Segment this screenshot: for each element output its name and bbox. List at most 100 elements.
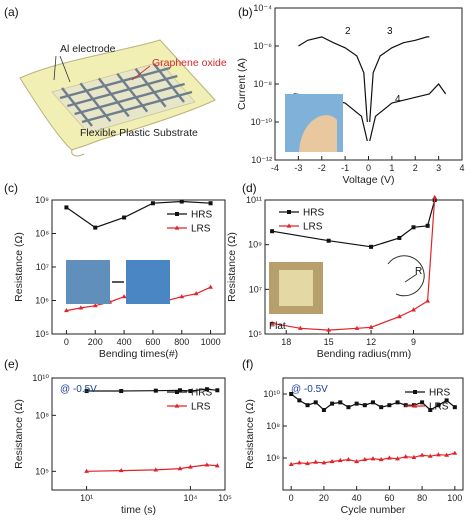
panel-label-a: (a)	[4, 5, 19, 19]
legend-label: LRS	[191, 402, 211, 413]
y-tick-label: 10¹¹	[246, 195, 262, 205]
x-tick-label: -3	[294, 163, 302, 173]
data-point	[326, 238, 331, 243]
data-point	[188, 464, 193, 469]
data-point	[395, 400, 400, 405]
data-point	[369, 244, 374, 249]
legend-marker	[175, 212, 179, 216]
x-tick-label: 100	[447, 493, 462, 503]
y-axis-label: Current (A)	[236, 58, 248, 110]
data-point	[305, 403, 310, 408]
data-point	[444, 452, 450, 457]
voltage-annotation: @ -0.5V	[60, 384, 97, 395]
chart-f: (f) 0 20 40 60 80 100 10⁶ 10⁸ 10¹⁰ Cycle number Res…	[242, 357, 464, 516]
y-tick-label: 10¹⁰	[32, 373, 49, 383]
plot-frame	[282, 377, 464, 491]
data-point	[269, 320, 275, 325]
x-axis-label: Cycle number	[341, 504, 406, 516]
data-point	[386, 455, 392, 460]
data-point	[330, 401, 335, 406]
x-tick-label: 40	[352, 493, 362, 503]
data-point	[177, 388, 182, 393]
y-axis-label: Resistance (Ω)	[13, 232, 25, 302]
data-point	[297, 398, 302, 403]
x-tick-label: -2	[318, 163, 326, 173]
legend-marker	[413, 390, 417, 394]
data-point	[411, 403, 416, 408]
data-point	[427, 453, 433, 458]
legend-marker	[287, 210, 291, 214]
data-point	[346, 456, 351, 462]
data-point	[395, 456, 400, 461]
series-line	[298, 36, 368, 123]
series-line	[369, 36, 430, 123]
data-point	[118, 467, 124, 473]
x-tick-label: 1000	[201, 337, 221, 347]
data-point	[436, 452, 441, 457]
x-tick-label: 10⁵	[218, 493, 232, 503]
data-point	[150, 201, 155, 206]
y-tick-label: 10⁸	[35, 229, 49, 239]
panel-label-c: (c)	[4, 181, 18, 195]
electrode-line	[59, 66, 171, 100]
y-tick-label: 10¹⁰	[263, 389, 280, 399]
series-line	[66, 200, 211, 229]
x-tick-label: 400	[117, 337, 132, 347]
data-point	[354, 325, 360, 330]
oxide-label: Graphene oxide	[152, 57, 227, 69]
legend-label: LRS	[191, 224, 211, 235]
data-point	[64, 307, 69, 313]
data-point	[387, 403, 392, 408]
x-tick-label: 18	[281, 337, 291, 347]
y-tick-label: 10⁷	[36, 262, 49, 272]
x-axis-label: Voltage (V)	[343, 174, 395, 186]
data-point	[371, 400, 375, 405]
data-point	[378, 456, 384, 462]
oxide-pointer	[131, 65, 151, 81]
legend-label: LRS	[429, 402, 449, 413]
y-tick-label: 10⁵	[248, 329, 262, 339]
radius-arc	[387, 255, 425, 297]
data-point	[444, 398, 449, 403]
legend-marker	[412, 403, 418, 408]
data-point	[296, 460, 302, 465]
y-tick-label: 10⁻⁸	[253, 79, 272, 89]
chart-panels: (b)-4 -3 -2 -1 0 1 2 3 410⁻¹²10⁻¹⁰10⁻⁸10⁻⁶10⁻⁴Vo…	[4, 3, 465, 516]
x-axis-label: Bending times(#)	[99, 348, 178, 360]
y-tick-label: 10⁸	[266, 421, 280, 431]
x-tick-label: 2	[413, 163, 418, 173]
x-tick-label: -1	[341, 163, 349, 173]
y-tick-label: 10⁸	[35, 410, 49, 420]
data-point	[403, 454, 409, 459]
panel-label-f: (f)	[242, 357, 253, 371]
electrode-line	[67, 74, 178, 108]
data-point	[397, 235, 402, 240]
data-point	[297, 325, 303, 330]
inset-photo-left	[66, 260, 110, 304]
data-point	[411, 225, 416, 230]
legend-marker	[174, 403, 180, 408]
data-point	[346, 405, 351, 410]
electrode-pointer-1	[53, 55, 57, 81]
legend-label: LRS	[303, 222, 323, 233]
x-tick-label: 15	[324, 337, 334, 347]
data-point	[122, 215, 127, 220]
data-point	[153, 388, 158, 393]
data-point	[379, 405, 384, 410]
y-tick-label: 10⁹	[35, 195, 49, 205]
x-tick-label: 12	[366, 337, 376, 347]
data-point	[313, 400, 318, 405]
x-tick-label: 80	[417, 493, 427, 503]
data-point	[179, 294, 185, 299]
data-point	[411, 307, 416, 312]
series-line	[86, 464, 218, 472]
y-tick-label: 10⁶	[266, 453, 280, 463]
legend-marker	[174, 225, 180, 230]
plot-frame	[264, 199, 464, 335]
data-point	[204, 387, 209, 392]
plot-frame	[51, 377, 226, 491]
data-point	[452, 450, 458, 455]
data-point	[188, 389, 193, 394]
al-electrodes	[59, 63, 193, 127]
inset-photo-right	[126, 260, 170, 304]
